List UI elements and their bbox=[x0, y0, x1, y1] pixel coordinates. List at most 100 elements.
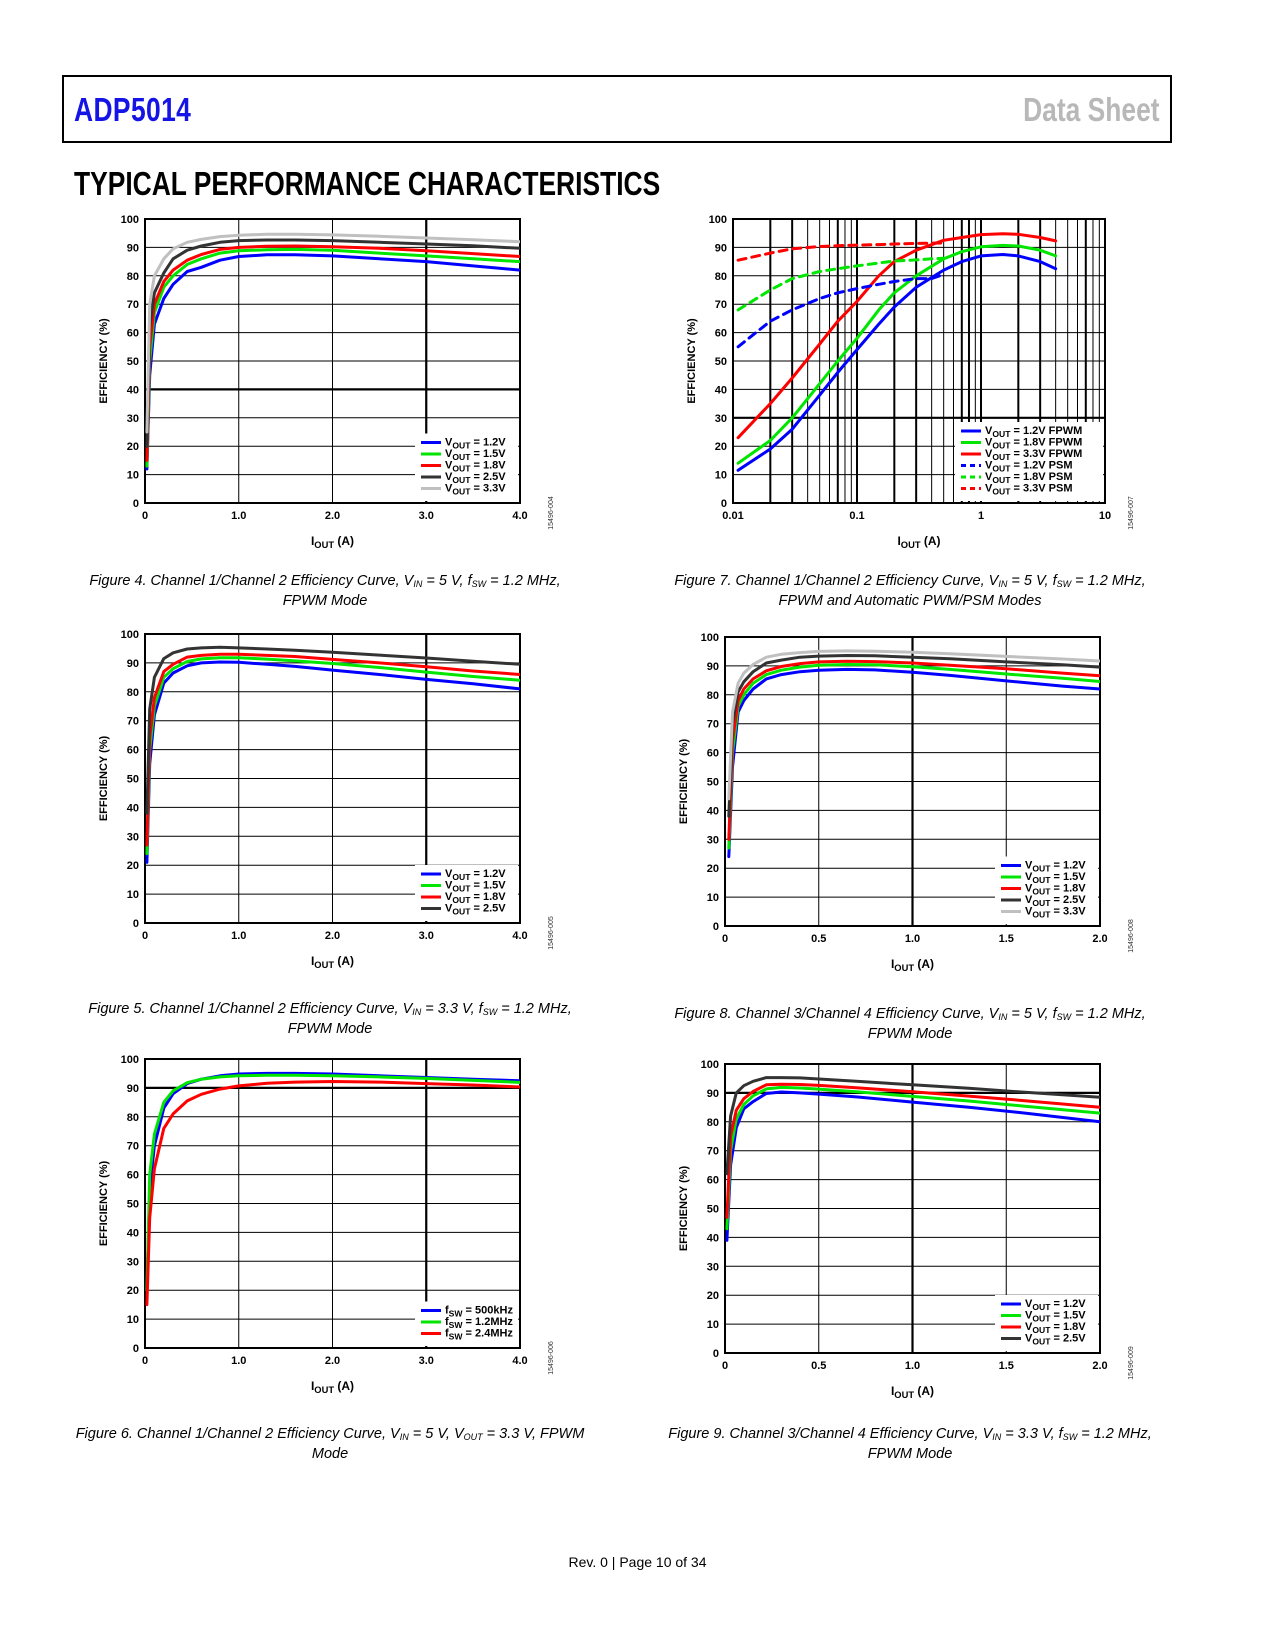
x-axis-label: IOUT (A) bbox=[311, 1379, 354, 1395]
fig4-svg: 0 10 20 30 40 50 60 70 80 90 100 0 1.0 2.0 3.0 4.0 EFFIC… bbox=[98, 214, 555, 550]
legend-label: VOUT = 1.5V bbox=[445, 880, 506, 894]
y-tick-label: 90 bbox=[707, 661, 719, 673]
caption-part: SW bbox=[482, 1007, 498, 1017]
y-tick-label: 20 bbox=[127, 860, 139, 872]
legend-label: VOUT = 1.8V bbox=[1025, 883, 1086, 897]
y-tick-label: 80 bbox=[707, 690, 719, 702]
x-tick-label: 3.0 bbox=[419, 1355, 434, 1367]
legend-label: fSW = 1.2MHz bbox=[445, 1316, 513, 1330]
legend-item: VOUT = 1.2V bbox=[1001, 1298, 1086, 1312]
series-line-3 bbox=[736, 272, 946, 349]
caption-part: = 3.3 V, FPWM bbox=[482, 1426, 585, 1442]
document-type: Data Sheet bbox=[1023, 91, 1160, 128]
plot-frame bbox=[144, 218, 521, 504]
x-tick-label: 0.1 bbox=[849, 510, 864, 522]
caption-part: = 3.3 V, f bbox=[421, 1001, 483, 1017]
plot-frame bbox=[724, 1063, 1101, 1354]
x-axis-label: IOUT (A) bbox=[311, 954, 354, 970]
x-tick-label: 2.0 bbox=[1092, 933, 1107, 945]
figure-7-caption: Figure 7. Channel 1/Channel 2 Efficiency… bbox=[655, 572, 1165, 611]
caption-part: IN bbox=[412, 1007, 422, 1017]
y-tick-label: 10 bbox=[707, 892, 719, 904]
legend-item: VOUT = 3.3V bbox=[1001, 906, 1086, 919]
caption-part: Figure 9. Channel 3/Channel 4 Efficiency… bbox=[668, 1426, 993, 1442]
x-tick-label: 10 bbox=[1099, 510, 1111, 522]
x-tick-label: 2.0 bbox=[325, 930, 340, 942]
y-tick-label: 30 bbox=[707, 834, 719, 846]
legend-label: VOUT = 1.8V bbox=[445, 460, 506, 474]
caption-part: = 1.2 MHz, bbox=[1071, 573, 1146, 589]
y-tick-label: 40 bbox=[707, 1232, 719, 1244]
legend-item: VOUT = 1.8V bbox=[1001, 1321, 1086, 1335]
series-line-3 bbox=[725, 1076, 1100, 1176]
legend-label: VOUT = 1.8V PSM bbox=[985, 471, 1073, 485]
y-tick-label: 50 bbox=[127, 1199, 139, 1211]
y-tick-label: 10 bbox=[127, 889, 139, 901]
caption-part: IN bbox=[413, 579, 423, 589]
legend-label: VOUT = 1.5V bbox=[1025, 871, 1086, 885]
x-tick-label: 0.5 bbox=[811, 1360, 826, 1372]
caption-part: IN bbox=[998, 1012, 1008, 1022]
y-tick-label: 0 bbox=[133, 918, 139, 930]
caption-part: = 5 V, f bbox=[422, 573, 472, 589]
y-tick-label: 50 bbox=[127, 774, 139, 786]
series-line-1 bbox=[736, 243, 1058, 465]
legend-label: VOUT = 1.2V bbox=[445, 868, 506, 882]
legend-item: VOUT = 2.5V bbox=[1001, 1333, 1086, 1346]
y-tick-label: 30 bbox=[127, 413, 139, 425]
caption-part: Figure 7. Channel 1/Channel 2 Efficiency… bbox=[674, 573, 999, 589]
caption-part: SW bbox=[1056, 1012, 1072, 1022]
series-line-1 bbox=[727, 663, 1100, 850]
series-line-0 bbox=[145, 1071, 520, 1292]
legend-item: VOUT = 1.8V PSM bbox=[961, 471, 1073, 485]
y-tick-label: 40 bbox=[127, 384, 139, 396]
y-tick-label: 50 bbox=[127, 356, 139, 368]
y-axis-label: EFFICIENCY (%) bbox=[678, 738, 690, 824]
y-tick-label: 70 bbox=[707, 719, 719, 731]
x-tick-label: 0 bbox=[142, 510, 148, 522]
series-line-2 bbox=[725, 1082, 1100, 1219]
y-tick-label: 20 bbox=[707, 1290, 719, 1302]
figure-8-caption: Figure 8. Channel 3/Channel 4 Efficiency… bbox=[655, 1005, 1165, 1044]
x-tick-label: 0 bbox=[722, 933, 728, 945]
y-tick-label: 30 bbox=[127, 1256, 139, 1268]
caption-line-2: FPWM and Automatic PWM/PSM Modes bbox=[778, 593, 1042, 609]
y-tick-label: 70 bbox=[715, 299, 727, 311]
legend-item: VOUT = 2.5V bbox=[421, 471, 506, 485]
caption-line-2: FPWM Mode bbox=[867, 1446, 953, 1462]
legend-item: VOUT = 1.5V bbox=[1001, 1310, 1086, 1323]
legend-item: VOUT = 1.5V bbox=[421, 448, 506, 462]
y-axis-label: EFFICIENCY (%) bbox=[98, 318, 110, 404]
x-tick-label: 3.0 bbox=[419, 510, 434, 522]
y-tick-label: 80 bbox=[127, 271, 139, 283]
caption-part: = 1.2 MHz, bbox=[1077, 1426, 1152, 1442]
y-tick-label: 10 bbox=[715, 470, 727, 482]
caption-part: SW bbox=[1062, 1432, 1078, 1442]
legend-label: VOUT = 1.8V bbox=[445, 891, 506, 905]
x-axis-label: IOUT (A) bbox=[891, 1384, 934, 1400]
legend-label: VOUT = 3.3V bbox=[445, 483, 506, 497]
y-tick-label: 70 bbox=[707, 1146, 719, 1158]
legend-item: VOUT = 1.2V bbox=[1001, 860, 1086, 873]
y-tick-label: 50 bbox=[715, 356, 727, 368]
fig7-svg: 0 10 20 30 40 50 60 70 80 90 100 0.01 0.1 1 10 EFFICIEN… bbox=[686, 214, 1135, 550]
legend-label: VOUT = 2.5V bbox=[445, 903, 506, 917]
y-tick-label: 100 bbox=[121, 214, 139, 226]
series-line-0 bbox=[145, 253, 520, 471]
figure-9-caption: Figure 9. Channel 3/Channel 4 Efficiency… bbox=[655, 1425, 1165, 1464]
caption-part: Figure 5. Channel 1/Channel 2 Efficiency… bbox=[88, 1001, 413, 1017]
fig8-svg: 0 10 20 30 40 50 60 70 80 90 100 0 0.5 1.0 1.5 2.0 EFFIC… bbox=[678, 632, 1135, 973]
series-line-3 bbox=[145, 645, 520, 815]
y-tick-label: 10 bbox=[127, 1314, 139, 1326]
caption-part: SW bbox=[1056, 579, 1072, 589]
y-tick-label: 60 bbox=[127, 745, 139, 757]
y-tick-label: 100 bbox=[709, 214, 727, 226]
y-tick-label: 60 bbox=[707, 1175, 719, 1187]
figure-6-chart: 0 10 20 30 40 50 60 70 80 90 100 0 1.0 2.0 3.0 4.0 EFFIC… bbox=[95, 1045, 565, 1410]
legend-item: VOUT = 2.5V bbox=[421, 903, 506, 917]
y-tick-label: 90 bbox=[127, 242, 139, 254]
series-line-4 bbox=[727, 649, 1100, 801]
